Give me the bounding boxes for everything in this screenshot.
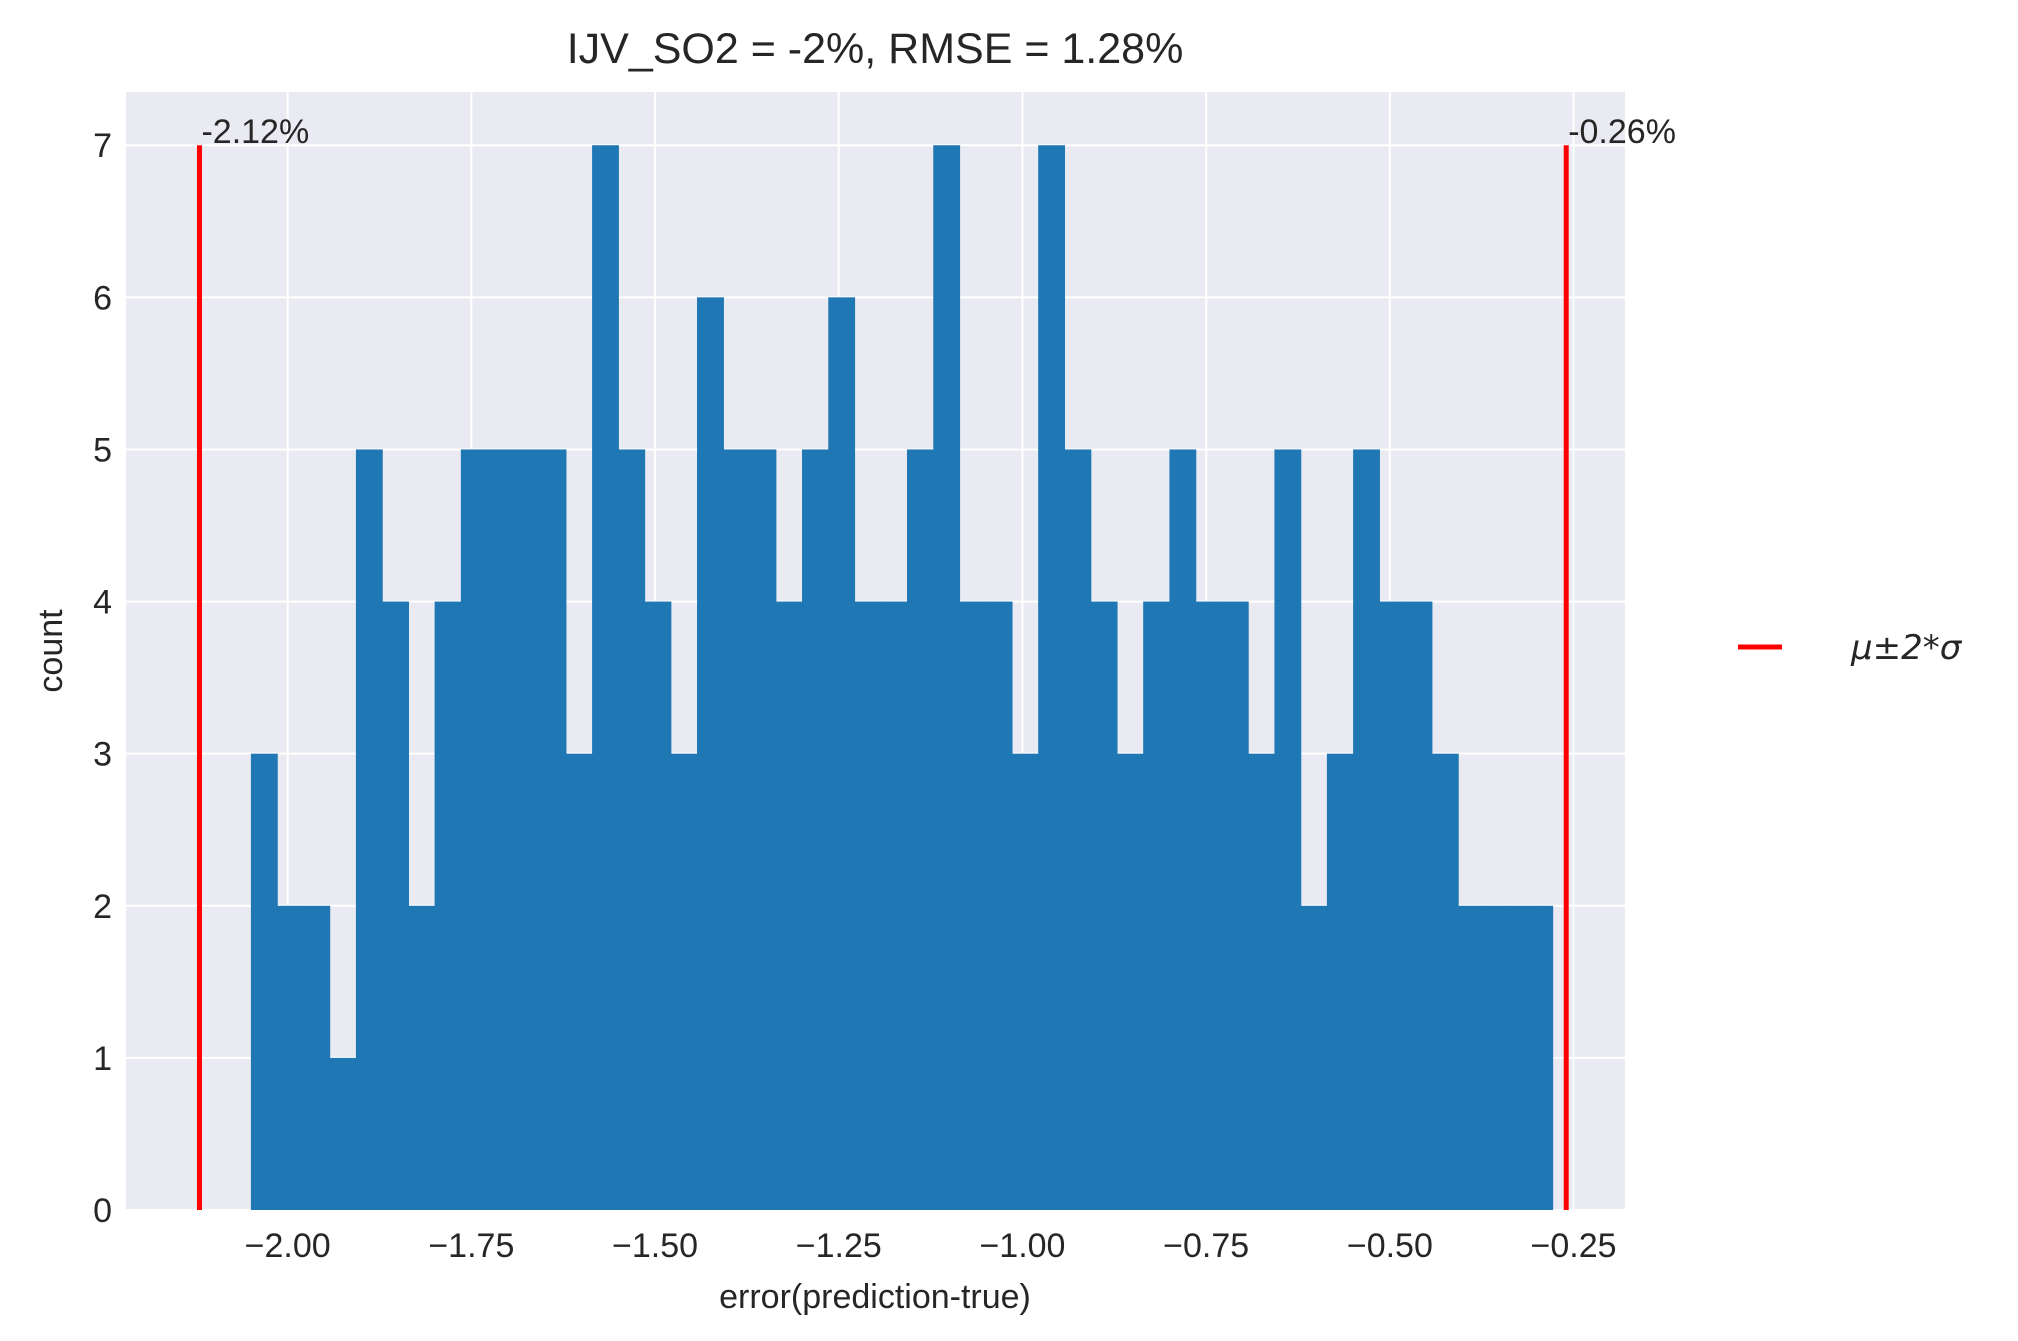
histogram-bar (277, 905, 304, 1210)
histogram-bar (907, 449, 934, 1210)
histogram-bar (959, 601, 987, 1210)
histogram-bar (1116, 753, 1144, 1210)
histogram-bar (985, 601, 1013, 1210)
chart-title: IJV_SO2 = -2%, RMSE = 1.28% (567, 25, 1184, 73)
histogram-bar (1431, 753, 1459, 1210)
histogram-bar (1274, 449, 1302, 1210)
histogram-bar (539, 449, 567, 1210)
histogram-bar (1038, 145, 1066, 1211)
histogram-bar (1379, 601, 1407, 1210)
histogram-bar (1064, 449, 1092, 1210)
histogram-bar (408, 905, 436, 1210)
histogram-bar (303, 905, 331, 1210)
x-tick-label: −2.00 (245, 1227, 331, 1265)
x-axis-label: error(prediction-true) (719, 1278, 1031, 1316)
x-tick-label: −1.50 (612, 1227, 698, 1265)
histogram-bar (1221, 601, 1249, 1210)
histogram-bar (618, 449, 646, 1210)
x-tick-label: −0.75 (1163, 1227, 1249, 1265)
histogram-bar (487, 449, 514, 1210)
histogram-bar (933, 145, 961, 1211)
histogram-bar (828, 297, 856, 1210)
x-tick-label: −0.50 (1347, 1227, 1433, 1265)
histogram-bar (775, 601, 803, 1210)
histogram-bar (670, 753, 698, 1210)
histogram-bar (1143, 601, 1171, 1210)
x-tick-label: −1.00 (979, 1227, 1065, 1265)
histogram-bar (1510, 905, 1538, 1210)
histogram-bar (382, 601, 409, 1210)
histogram-bar (460, 449, 488, 1210)
histogram-bar (1300, 905, 1328, 1210)
histogram-bar (1090, 601, 1118, 1210)
histogram-bar (434, 601, 462, 1210)
histogram-bar (1536, 905, 1554, 1210)
legend-label: μ±2*σ (1850, 628, 1963, 668)
histogram-bar (802, 449, 829, 1210)
y-tick-label: 2 (93, 888, 112, 926)
y-tick-label: 6 (93, 279, 112, 317)
histogram-bar (1405, 601, 1433, 1210)
y-tick-label: 4 (93, 584, 112, 622)
histogram-bar (854, 601, 882, 1210)
y-tick-label: 0 (93, 1192, 112, 1230)
histogram-bar (592, 145, 619, 1211)
histogram-bar (250, 753, 278, 1210)
histogram-bar (355, 449, 383, 1210)
histogram-bar (1169, 449, 1197, 1210)
histogram-bar (513, 449, 541, 1210)
y-axis-label: count (32, 609, 70, 693)
histogram-bar (1353, 449, 1380, 1210)
x-tick-label: −0.25 (1531, 1227, 1617, 1265)
histogram-bar (565, 753, 593, 1210)
histogram-bar (329, 1057, 357, 1210)
sigma-lines: -2.12% -0.26% (196, 113, 1676, 1210)
legend: μ±2*σ (1738, 628, 1963, 668)
histogram-bar (697, 297, 724, 1210)
histogram-bar (1011, 753, 1039, 1210)
sigma-line-label: -0.26% (1568, 113, 1676, 151)
histogram-bar (1326, 753, 1354, 1210)
y-tick-label: 7 (93, 127, 112, 165)
histogram-bar (880, 601, 908, 1210)
sigma-line-label: -2.12% (201, 113, 309, 151)
histogram-bars (250, 145, 1554, 1211)
x-axis-ticks: −2.00 −1.75 −1.50 −1.25 −1.00 −0.75 −0.50 −0.25 (245, 1227, 1617, 1265)
histogram-bar (1195, 601, 1223, 1210)
x-tick-label: −1.25 (796, 1227, 882, 1265)
histogram-bar (1458, 905, 1485, 1210)
histogram-bar (749, 449, 777, 1210)
y-tick-label: 5 (93, 431, 112, 469)
y-tick-label: 3 (93, 736, 112, 774)
y-tick-label: 1 (93, 1040, 112, 1078)
x-tick-label: −1.75 (428, 1227, 514, 1265)
histogram-bar (1484, 905, 1512, 1210)
y-axis-ticks: 0 1 2 3 4 5 6 7 (93, 127, 112, 1230)
histogram-bar (723, 449, 751, 1210)
histogram-bar (1248, 753, 1276, 1210)
histogram-bar (644, 601, 672, 1210)
